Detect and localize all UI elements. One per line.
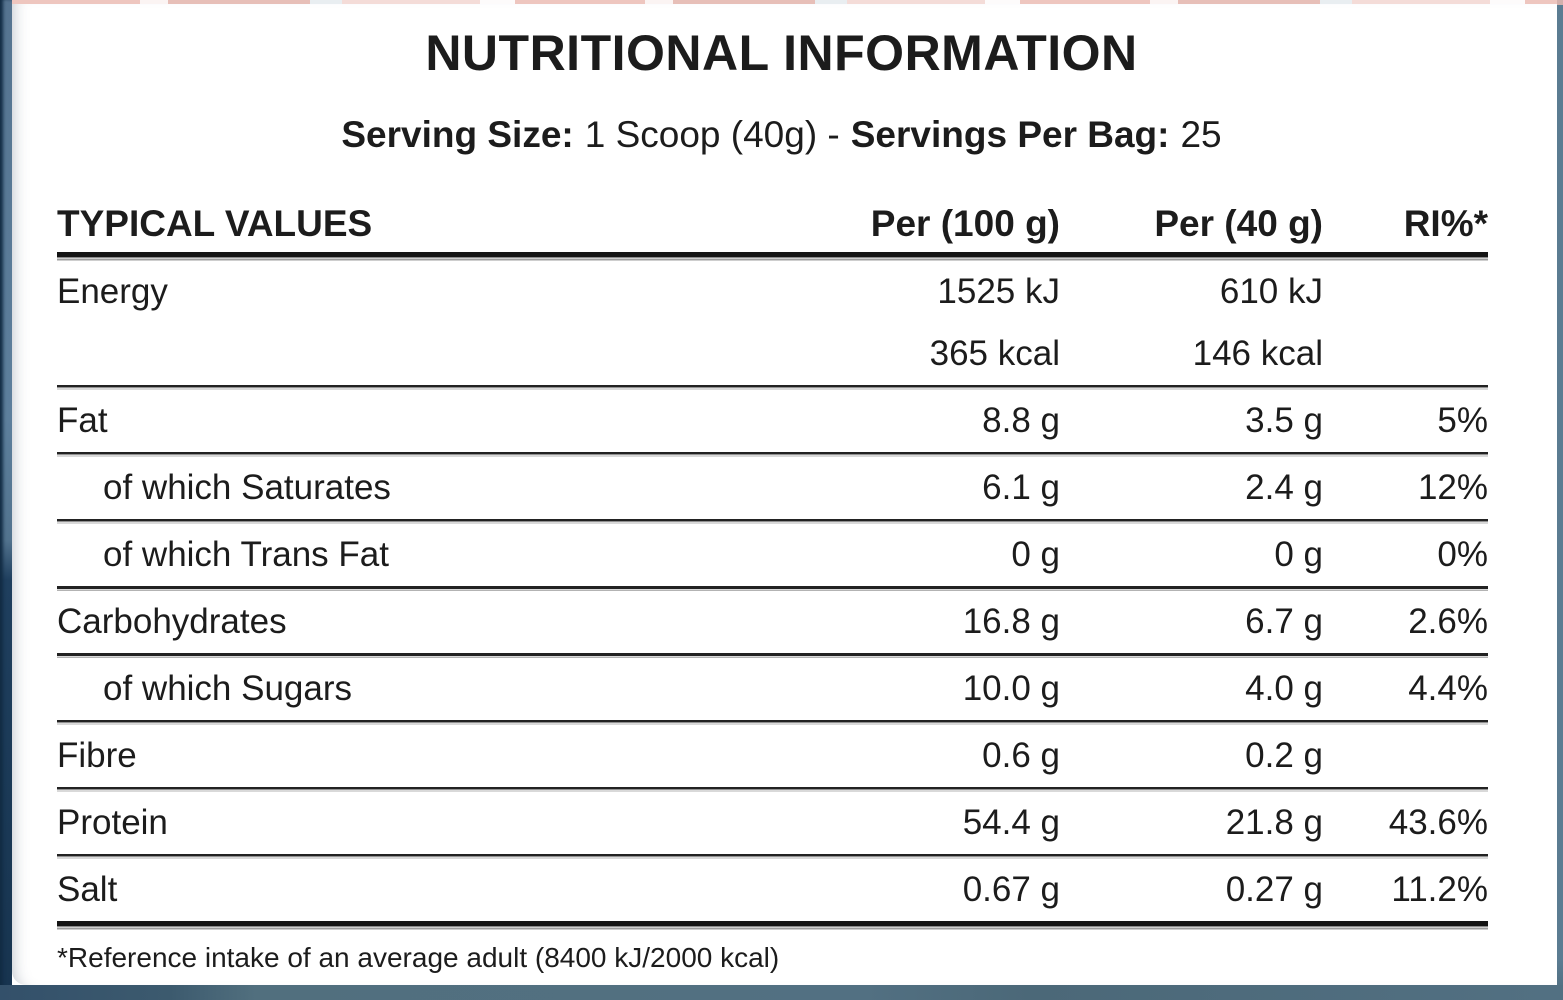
table-row: of which Saturates 6.1 g 2.4 g 12%: [57, 457, 1488, 519]
value-per-100g: 0.6 g: [982, 735, 1060, 775]
value-per-100g: 1525 kJ: [937, 271, 1060, 311]
value-ri-percent: 43.6%: [1388, 802, 1488, 842]
servings-per-bag-label: Servings Per Bag:: [850, 114, 1170, 155]
serving-size-label: Serving Size:: [341, 114, 574, 155]
nutrient-name: Carbohydrates: [57, 601, 287, 641]
packaging-right-edge: [1557, 0, 1563, 1000]
table-row: of which Trans Fat 0 g 0 g 0%: [57, 524, 1488, 586]
row-divider: [57, 451, 1488, 457]
value-per-100g: 365 kcal: [929, 333, 1060, 373]
value-per-40g: 3.5 g: [1245, 400, 1323, 440]
header-divider: [57, 251, 1488, 261]
value-per-100g: 0 g: [1011, 534, 1060, 574]
value-ri-percent: 4.4%: [1408, 668, 1488, 708]
value-per-40g: 610 kJ: [1219, 271, 1323, 311]
value-per-40g: 2.4 g: [1245, 467, 1323, 507]
value-per-100g: 16.8 g: [962, 601, 1060, 641]
value-ri-percent: 2.6%: [1408, 601, 1488, 641]
label-panel: [12, 4, 1557, 985]
value-per-40g: 146 kcal: [1192, 333, 1323, 373]
nutrient-name: of which Sugars: [103, 668, 353, 708]
row-divider: [57, 585, 1488, 591]
table-row: Salt 0.67 g 0.27 g 11.2%: [57, 859, 1488, 921]
table-row: Fibre 0.6 g 0.2 g: [57, 725, 1488, 787]
table-row: Protein 54.4 g 21.8 g 43.6%: [57, 792, 1488, 854]
header-ri-percent: RI%*: [1403, 202, 1488, 244]
row-divider: [57, 518, 1488, 524]
header-typical-values: TYPICAL VALUES: [57, 202, 373, 244]
value-ri-percent: 0%: [1437, 534, 1488, 574]
header-per-40g: Per (40 g): [1154, 202, 1323, 244]
table-row: 365 kcal 146 kcal: [57, 323, 1488, 385]
servings-per-bag-value: 25: [1180, 114, 1222, 155]
serving-info: Serving Size: 1 Scoop (40g) - Servings P…: [57, 114, 1506, 156]
value-per-100g: 8.8 g: [982, 400, 1060, 440]
row-divider: [57, 384, 1488, 390]
table-row: Carbohydrates 16.8 g 6.7 g 2.6%: [57, 591, 1488, 653]
value-ri-percent: 5%: [1437, 400, 1488, 440]
value-per-40g: 0.2 g: [1245, 735, 1323, 775]
table-row: Fat 8.8 g 3.5 g 5%: [57, 390, 1488, 452]
value-per-40g: 6.7 g: [1245, 601, 1323, 641]
row-divider: [57, 719, 1488, 725]
serving-size-value: 1 Scoop (40g) -: [584, 114, 840, 155]
packaging-left-edge: [0, 0, 12, 1000]
value-ri-percent: 11.2%: [1391, 869, 1488, 909]
nutrient-name: of which Trans Fat: [103, 534, 389, 574]
nutrient-name: Fibre: [57, 735, 137, 775]
packaging-bottom-edge: [0, 985, 1563, 1000]
row-divider: [57, 652, 1488, 658]
row-divider: [57, 920, 1488, 930]
table-row: Energy 1525 kJ 610 kJ: [57, 261, 1488, 323]
page-title: NUTRITIONAL INFORMATION: [425, 25, 1138, 81]
nutrient-name: Salt: [57, 869, 118, 909]
nutrient-name: of which Saturates: [103, 467, 391, 507]
table-row: of which Sugars 10.0 g 4.0 g 4.4%: [57, 658, 1488, 720]
value-per-100g: 10.0 g: [962, 668, 1060, 708]
nutrient-name: Fat: [57, 400, 108, 440]
header-per-100g: Per (100 g): [870, 202, 1060, 244]
table-body: Energy 1525 kJ 610 kJ 365 kcal 146 kcal …: [57, 261, 1488, 930]
value-per-40g: 21.8 g: [1225, 802, 1323, 842]
value-per-40g: 0 g: [1274, 534, 1323, 574]
row-divider: [57, 853, 1488, 859]
reference-intake-footnote: *Reference intake of an average adult (8…: [57, 941, 780, 973]
value-per-100g: 54.4 g: [962, 802, 1060, 842]
value-per-40g: 4.0 g: [1245, 668, 1323, 708]
value-ri-percent: 12%: [1417, 467, 1488, 507]
value-per-100g: 6.1 g: [982, 467, 1060, 507]
nutrition-table: TYPICAL VALUES Per (100 g) Per (40 g) RI…: [57, 196, 1488, 974]
nutrient-name: Energy: [57, 271, 168, 311]
packaging-top-edge: [10, 0, 1558, 4]
table-header-row: TYPICAL VALUES Per (100 g) Per (40 g) RI…: [57, 196, 1488, 252]
nutrient-name: Protein: [57, 802, 168, 842]
value-per-40g: 0.27 g: [1225, 869, 1323, 909]
value-per-100g: 0.67 g: [962, 869, 1060, 909]
row-divider: [57, 786, 1488, 792]
